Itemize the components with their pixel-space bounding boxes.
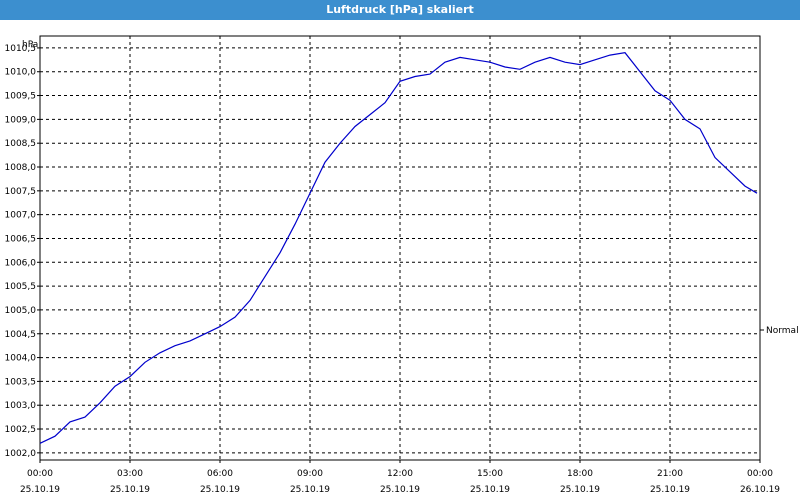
x-tick-time-label: 00:00 xyxy=(27,469,53,479)
y-tick-label: 1002,0 xyxy=(5,449,37,459)
x-tick-date-label: 25.10.19 xyxy=(650,485,690,495)
y-tick-label: 1010,5 xyxy=(5,44,37,54)
x-tick-date-label: 25.10.19 xyxy=(110,485,150,495)
chart-title: Luftdruck [hPa] skaliert xyxy=(0,0,800,20)
y-tick-label: 1003,0 xyxy=(5,401,37,411)
y-tick-label: 1007,5 xyxy=(5,187,37,197)
y-tick-label: 1008,5 xyxy=(5,139,37,149)
x-tick-time-label: 03:00 xyxy=(117,469,143,479)
y-tick-label: 1003,5 xyxy=(5,377,37,387)
y-tick-label: 1006,0 xyxy=(5,258,37,268)
x-tick-time-label: 21:00 xyxy=(657,469,683,479)
x-tick-time-label: 15:00 xyxy=(477,469,503,479)
y-tick-label: 1009,0 xyxy=(5,115,37,125)
x-tick-time-label: 09:00 xyxy=(297,469,323,479)
x-tick-date-label: 26.10.19 xyxy=(740,485,780,495)
x-tick-date-label: 25.10.19 xyxy=(380,485,420,495)
y-axis-unit-label: hPa xyxy=(22,40,38,50)
x-tick-date-label: 25.10.19 xyxy=(20,485,60,495)
x-tick-date-label: 25.10.19 xyxy=(470,485,510,495)
y-tick-label: 1004,5 xyxy=(5,330,37,340)
y-tick-label: 1008,0 xyxy=(5,163,37,173)
y-tick-label: 1009,5 xyxy=(5,92,37,102)
x-tick-time-label: 12:00 xyxy=(387,469,413,479)
x-tick-time-label: 18:00 xyxy=(567,469,593,479)
y-tick-label: 1002,5 xyxy=(5,425,37,435)
y-tick-label: 1005,0 xyxy=(5,306,37,316)
y-tick-label: 1004,0 xyxy=(5,354,37,364)
x-tick-date-label: 25.10.19 xyxy=(200,485,240,495)
x-tick-time-label: 00:00 xyxy=(747,469,773,479)
y-tick-label: 1007,0 xyxy=(5,211,37,221)
x-tick-time-label: 06:00 xyxy=(207,469,233,479)
y-tick-label: 1006,5 xyxy=(5,234,37,244)
x-tick-date-label: 25.10.19 xyxy=(560,485,600,495)
legend-label-normal: Normal xyxy=(766,326,799,336)
vertical-gridlines xyxy=(129,36,671,460)
x-tick-date-label: 25.10.19 xyxy=(290,485,330,495)
y-axis-ticks: 1002,0 1002,5 1003,0 1003,5 1004,0 1004,5 1005… xyxy=(5,44,40,459)
x-axis-ticks: 00:00 25.10.19 03:00 25.10.19 06:00 25.10.19 0… xyxy=(20,460,780,495)
y-tick-label: 1005,5 xyxy=(5,282,37,292)
y-tick-label: 1010,0 xyxy=(5,68,37,78)
series-line-normal xyxy=(39,52,758,444)
